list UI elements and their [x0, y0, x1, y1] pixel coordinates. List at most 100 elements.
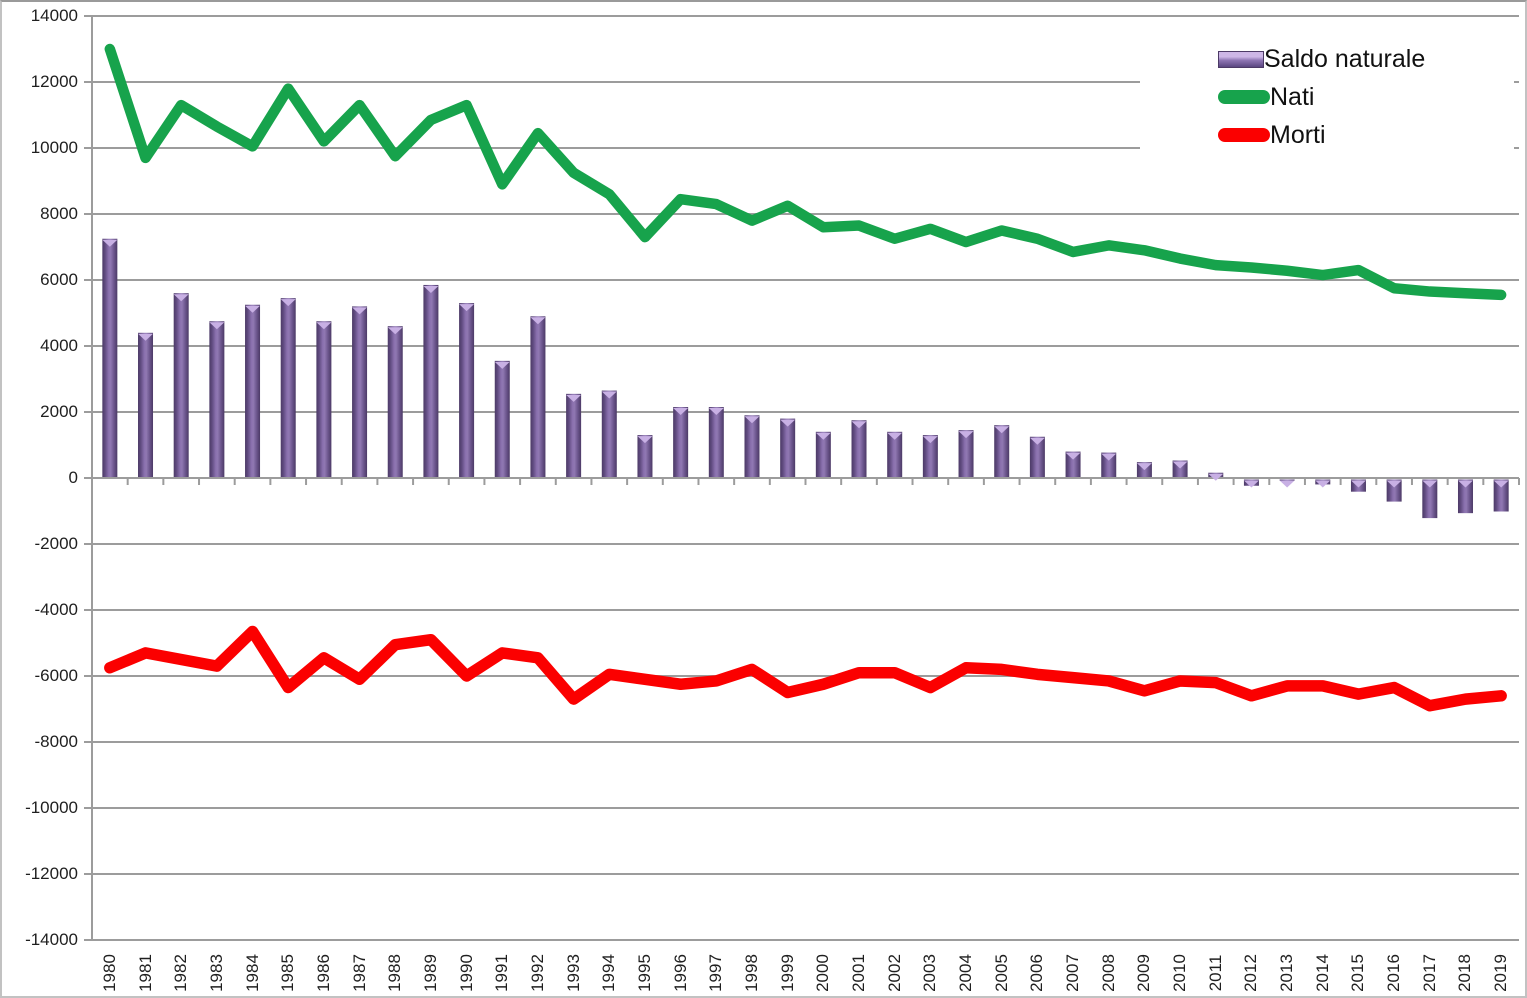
- legend-bar-swatch-icon: [1218, 50, 1264, 68]
- bar: [780, 418, 796, 477]
- y-tick-label: 0: [68, 468, 78, 487]
- bar-cap: [316, 322, 332, 330]
- legend-item-saldo-naturale: Saldo naturale: [1140, 40, 1514, 78]
- bar-cap: [173, 294, 189, 302]
- bar-cap: [1422, 480, 1438, 488]
- bar-cap: [744, 416, 760, 424]
- bar-cap: [815, 432, 831, 440]
- bar-cap: [245, 305, 261, 313]
- bar: [637, 435, 653, 477]
- bar-cap: [958, 431, 974, 439]
- x-tick-label: 1985: [278, 954, 298, 992]
- x-tick-label: 1988: [385, 954, 405, 992]
- bar: [494, 360, 510, 477]
- legend-line-swatch-morti-icon: [1218, 128, 1270, 142]
- bar-cap: [423, 285, 439, 293]
- bar: [245, 304, 261, 477]
- bar-cap: [138, 333, 154, 341]
- bar: [280, 298, 296, 477]
- bar: [1386, 479, 1402, 502]
- bar-cap: [1279, 480, 1295, 488]
- bar-cap: [102, 239, 118, 247]
- bar-cap: [673, 408, 689, 416]
- x-tick-label: 2012: [1241, 954, 1261, 992]
- nati-line: [104, 43, 1507, 301]
- bar: [1493, 479, 1509, 512]
- bar-cap: [209, 322, 225, 330]
- x-tick-label: 2001: [849, 954, 868, 992]
- bar-cap: [566, 394, 582, 402]
- x-tick-label: 2008: [1098, 954, 1118, 992]
- x-tick-label: 2003: [920, 954, 940, 992]
- x-tick-label: 1997: [706, 954, 726, 992]
- bar: [459, 303, 475, 477]
- y-tick-label: -12000: [25, 864, 78, 883]
- bar-cap: [1065, 452, 1081, 460]
- y-tick-label: 4000: [40, 336, 78, 355]
- bar-cap: [1493, 480, 1509, 488]
- legend: Saldo naturale Nati Morti: [1140, 30, 1514, 160]
- y-tick-label: -8000: [34, 732, 78, 751]
- bar: [1101, 452, 1117, 477]
- bar: [316, 321, 332, 477]
- bar-cap: [1208, 473, 1224, 481]
- bar: [1457, 479, 1473, 514]
- x-tick-label: 1995: [634, 954, 654, 992]
- bar: [423, 284, 439, 477]
- bar-cap: [1172, 461, 1188, 469]
- x-tick-label: 1982: [171, 954, 191, 992]
- bar-cap: [601, 391, 617, 399]
- bar-cap: [780, 419, 796, 427]
- y-tick-label: 2000: [40, 402, 78, 421]
- bar-cap: [1136, 463, 1152, 471]
- bar: [138, 332, 154, 477]
- x-tick-label: 2019: [1491, 954, 1511, 992]
- bar-cap: [1101, 453, 1117, 461]
- y-tick-label: -2000: [34, 534, 78, 553]
- x-tick-label: 2015: [1348, 954, 1368, 992]
- legend-label-nati: Nati: [1270, 82, 1315, 111]
- x-tick-label: 2016: [1384, 954, 1404, 992]
- morti-line: [104, 625, 1507, 712]
- x-tick-label: 1990: [456, 954, 476, 992]
- x-tick-label: 1998: [741, 954, 761, 992]
- bar-cap: [280, 299, 296, 307]
- x-tick-label: 2000: [813, 954, 833, 992]
- legend-label-saldo-naturale: Saldo naturale: [1264, 44, 1426, 73]
- x-tick-label: 1983: [206, 954, 226, 992]
- bar: [173, 293, 189, 477]
- bar-cap: [922, 436, 938, 444]
- bar: [887, 431, 903, 477]
- x-tick-label: 1999: [777, 954, 797, 992]
- x-tick-label: 2007: [1063, 954, 1083, 992]
- y-tick-label: 8000: [40, 204, 78, 223]
- bar-cap: [352, 307, 368, 315]
- x-tick-label: 1980: [99, 954, 119, 992]
- bar: [994, 425, 1010, 477]
- x-tick-label: 1992: [527, 954, 547, 992]
- y-tick-label: -10000: [25, 798, 78, 817]
- x-tick-label: 1984: [242, 954, 262, 992]
- x-tick-label: 1993: [563, 954, 583, 992]
- y-tick-label: -6000: [34, 666, 78, 685]
- x-tick-label: 2011: [1205, 954, 1225, 992]
- bar-cap: [1350, 480, 1366, 488]
- y-tick-label: 10000: [30, 138, 78, 157]
- y-tick-label: 14000: [30, 6, 78, 25]
- x-tick-label: 2018: [1455, 954, 1475, 992]
- bar: [708, 407, 724, 477]
- x-tick-label: 1987: [349, 954, 369, 992]
- legend-item-nati: Nati: [1140, 78, 1514, 116]
- bar: [744, 415, 760, 477]
- x-tick-label: 2010: [1170, 954, 1190, 992]
- bar: [530, 316, 546, 477]
- bar: [922, 435, 938, 477]
- bar: [387, 326, 403, 477]
- bar: [851, 420, 867, 477]
- bar: [102, 238, 118, 477]
- bar-cap: [459, 304, 475, 312]
- x-tick-label: 2006: [1027, 954, 1047, 992]
- bar: [815, 431, 831, 477]
